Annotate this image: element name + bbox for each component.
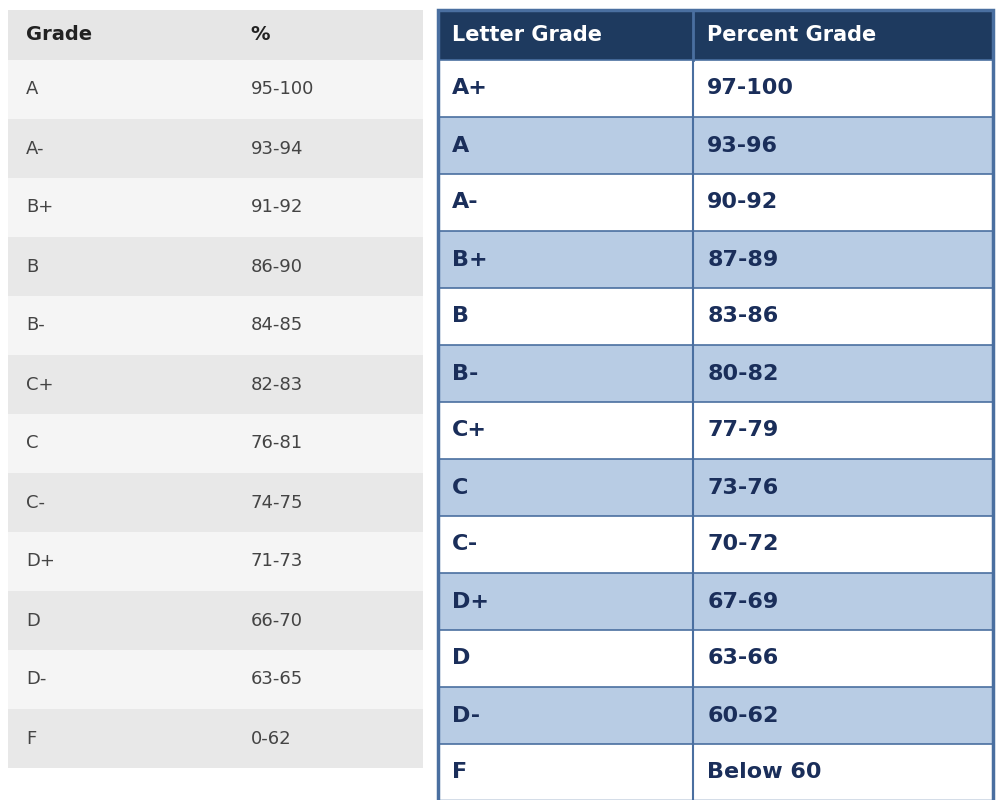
Bar: [438, 345, 993, 402]
Text: 0-62: 0-62: [250, 730, 291, 747]
Text: 71-73: 71-73: [250, 553, 303, 570]
Bar: [8, 178, 423, 237]
Text: B+: B+: [26, 198, 53, 217]
Bar: [8, 119, 423, 178]
Bar: [438, 10, 993, 800]
Text: 82-83: 82-83: [250, 375, 303, 394]
Bar: [438, 573, 993, 630]
Text: D-: D-: [452, 706, 480, 726]
Bar: [438, 174, 993, 231]
Text: 60-62: 60-62: [707, 706, 779, 726]
Text: 93-94: 93-94: [250, 139, 303, 158]
Text: B: B: [452, 306, 469, 326]
Text: 67-69: 67-69: [707, 591, 779, 611]
Bar: [438, 60, 993, 117]
Bar: [8, 296, 423, 355]
Text: Percent Grade: Percent Grade: [707, 25, 877, 45]
Text: 76-81: 76-81: [250, 434, 303, 453]
Text: 97-100: 97-100: [707, 78, 794, 98]
Text: C-: C-: [26, 494, 45, 511]
Text: C+: C+: [26, 375, 54, 394]
Bar: [438, 630, 993, 687]
Bar: [8, 414, 423, 473]
Text: 63-66: 63-66: [707, 649, 779, 669]
Text: 66-70: 66-70: [250, 611, 302, 630]
Bar: [8, 237, 423, 296]
Text: C-: C-: [452, 534, 478, 554]
Bar: [438, 231, 993, 288]
Text: B+: B+: [452, 250, 488, 270]
Text: 91-92: 91-92: [250, 198, 303, 217]
Text: A+: A+: [452, 78, 488, 98]
Text: Letter Grade: Letter Grade: [452, 25, 602, 45]
Text: B-: B-: [26, 317, 45, 334]
Text: D+: D+: [452, 591, 489, 611]
Text: C: C: [26, 434, 38, 453]
Bar: [438, 459, 993, 516]
Text: Grade: Grade: [26, 26, 92, 45]
Text: 90-92: 90-92: [707, 193, 778, 213]
Text: C+: C+: [452, 421, 487, 441]
Text: C: C: [452, 478, 468, 498]
Text: 83-86: 83-86: [707, 306, 779, 326]
Text: A-: A-: [452, 193, 479, 213]
Text: 73-76: 73-76: [707, 478, 779, 498]
Text: B-: B-: [452, 363, 478, 383]
Bar: [8, 591, 423, 650]
Text: 93-96: 93-96: [707, 135, 778, 155]
Bar: [438, 117, 993, 174]
Text: D: D: [452, 649, 470, 669]
Text: F: F: [452, 762, 467, 782]
Text: 80-82: 80-82: [707, 363, 779, 383]
Bar: [8, 355, 423, 414]
Bar: [8, 10, 423, 60]
Bar: [8, 650, 423, 709]
Text: D+: D+: [26, 553, 55, 570]
Bar: [8, 709, 423, 768]
Text: 87-89: 87-89: [707, 250, 779, 270]
Bar: [8, 532, 423, 591]
Bar: [438, 687, 993, 744]
Text: 74-75: 74-75: [250, 494, 303, 511]
Text: %: %: [250, 26, 270, 45]
Bar: [438, 288, 993, 345]
Bar: [438, 402, 993, 459]
Text: 70-72: 70-72: [707, 534, 779, 554]
Bar: [438, 744, 993, 800]
Text: 86-90: 86-90: [250, 258, 302, 275]
Bar: [8, 473, 423, 532]
Bar: [438, 10, 993, 60]
Text: Below 60: Below 60: [707, 762, 822, 782]
Bar: [8, 60, 423, 119]
Text: 77-79: 77-79: [707, 421, 779, 441]
Text: A-: A-: [26, 139, 44, 158]
Text: 63-65: 63-65: [250, 670, 303, 689]
Text: A: A: [26, 81, 38, 98]
Text: F: F: [26, 730, 36, 747]
Text: 84-85: 84-85: [250, 317, 303, 334]
Bar: [438, 516, 993, 573]
Text: D: D: [26, 611, 40, 630]
Text: A: A: [452, 135, 469, 155]
Text: D-: D-: [26, 670, 46, 689]
Text: 95-100: 95-100: [250, 81, 314, 98]
Text: B: B: [26, 258, 38, 275]
